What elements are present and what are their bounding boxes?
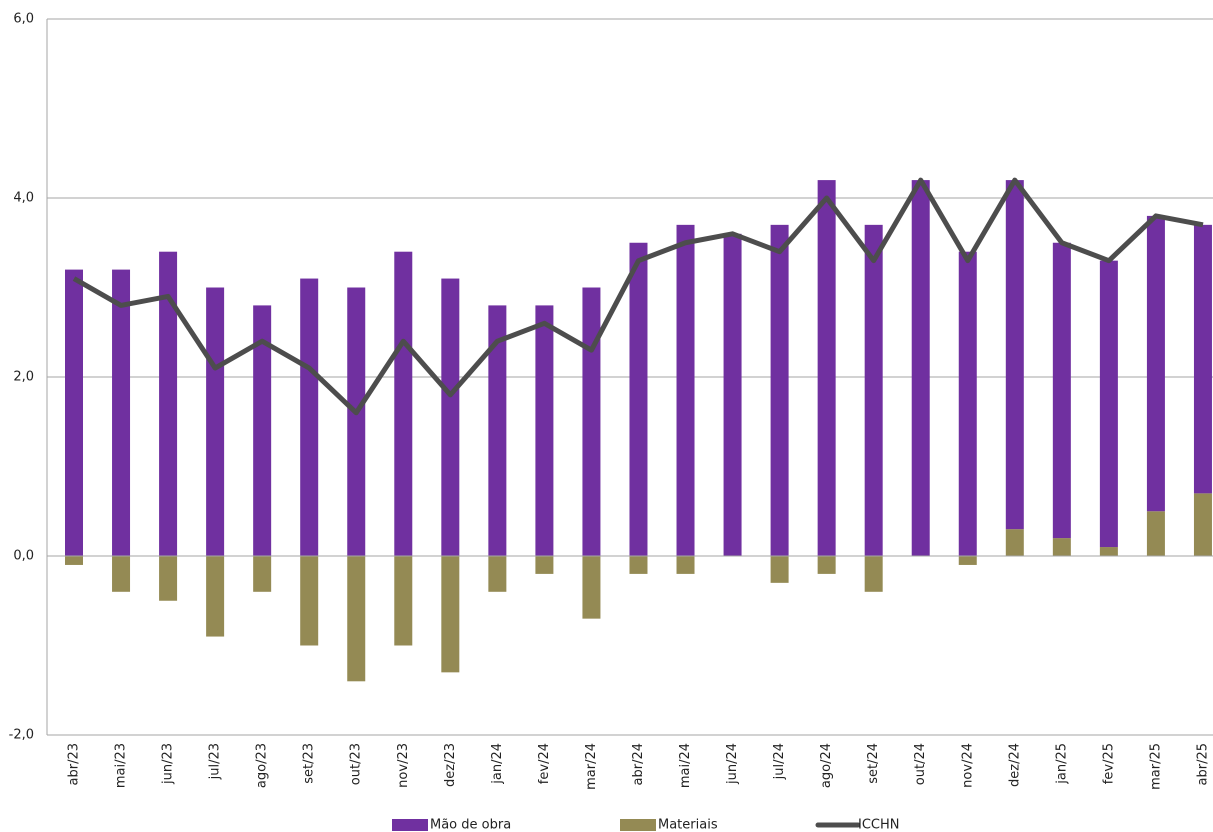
x-tick-label: jun/23 (161, 743, 176, 785)
line (72, 177, 1204, 416)
bar (629, 556, 648, 574)
x-tick-label: ago/23 (255, 743, 270, 788)
x-tick-label: nov/24 (960, 743, 975, 788)
x-tick-label: out/23 (349, 743, 364, 785)
bar (488, 556, 507, 592)
bar (65, 269, 83, 556)
bar (817, 180, 836, 556)
bar (441, 556, 460, 673)
bar (441, 278, 460, 556)
legend-label: ICCHN (858, 818, 900, 832)
bar (300, 556, 319, 646)
bar (300, 278, 319, 556)
bar (159, 556, 178, 601)
y-tick-label: 0,0 (13, 549, 34, 564)
bar (770, 556, 789, 583)
x-tick-label: nov/23 (396, 743, 411, 788)
bar (112, 556, 131, 592)
bar (253, 305, 272, 556)
bar (582, 287, 601, 556)
bar (958, 556, 977, 565)
bar (1005, 529, 1024, 556)
bar (112, 269, 131, 556)
bar (958, 251, 977, 556)
bar (582, 556, 601, 619)
bar (65, 556, 83, 565)
bar (488, 305, 507, 556)
x-tick-label: abr/23 (67, 743, 82, 786)
y-tick-label: -2,0 (9, 728, 34, 743)
x-tick-label: dez/24 (1007, 743, 1022, 787)
bar (1052, 538, 1071, 556)
bar (676, 224, 695, 556)
bar (723, 233, 742, 557)
x-tick-label: fev/24 (537, 743, 552, 784)
bar (1193, 224, 1212, 494)
bar (770, 224, 789, 556)
x-tick-label: set/23 (302, 743, 317, 784)
legend-label: Materiais (658, 818, 718, 832)
bar (394, 251, 413, 556)
x-tick-label: dez/23 (443, 743, 458, 787)
bar (1193, 493, 1212, 556)
y-tick-label: 6,0 (13, 12, 34, 27)
bar (864, 224, 883, 556)
x-tick-label: abr/25 (1195, 743, 1210, 786)
bar (535, 556, 554, 574)
x-tick-label: mar/25 (1148, 743, 1163, 790)
bar (629, 242, 648, 556)
x-tick-label: jul/23 (208, 743, 223, 780)
bar (535, 305, 554, 556)
x-tick-label: jul/24 (772, 743, 787, 780)
bar (911, 180, 930, 556)
legend-swatch (620, 819, 656, 831)
x-tick-label: out/24 (913, 743, 928, 785)
bar (1099, 260, 1118, 548)
bar (253, 556, 272, 592)
bar (1146, 215, 1165, 512)
x-tick-label: jan/24 (490, 743, 505, 785)
bar (347, 556, 366, 682)
bar (1099, 547, 1118, 556)
x-tick-label: fev/25 (1101, 743, 1116, 784)
y-tick-label: 2,0 (13, 370, 34, 385)
x-tick-label: jan/25 (1054, 743, 1069, 785)
bar (159, 251, 178, 556)
bar (676, 556, 695, 574)
bar (394, 556, 413, 646)
bar (206, 287, 225, 556)
bar (864, 556, 883, 592)
x-tick-label: set/24 (866, 743, 881, 784)
x-tick-label: mai/24 (678, 743, 693, 788)
x-tick-label: mar/24 (584, 743, 599, 790)
bar (347, 287, 366, 556)
x-tick-label: abr/24 (631, 743, 646, 786)
legend-label: Mão de obra (430, 818, 511, 832)
bar (1146, 511, 1165, 556)
bar (1005, 180, 1024, 530)
legend-swatch (392, 819, 428, 831)
y-tick-label: 4,0 (13, 191, 34, 206)
bar (817, 556, 836, 574)
x-tick-label: jun/24 (725, 743, 740, 785)
bar (206, 556, 225, 637)
x-tick-label: ago/24 (819, 743, 834, 788)
bar (1052, 242, 1071, 539)
x-tick-label: mai/23 (114, 743, 129, 788)
